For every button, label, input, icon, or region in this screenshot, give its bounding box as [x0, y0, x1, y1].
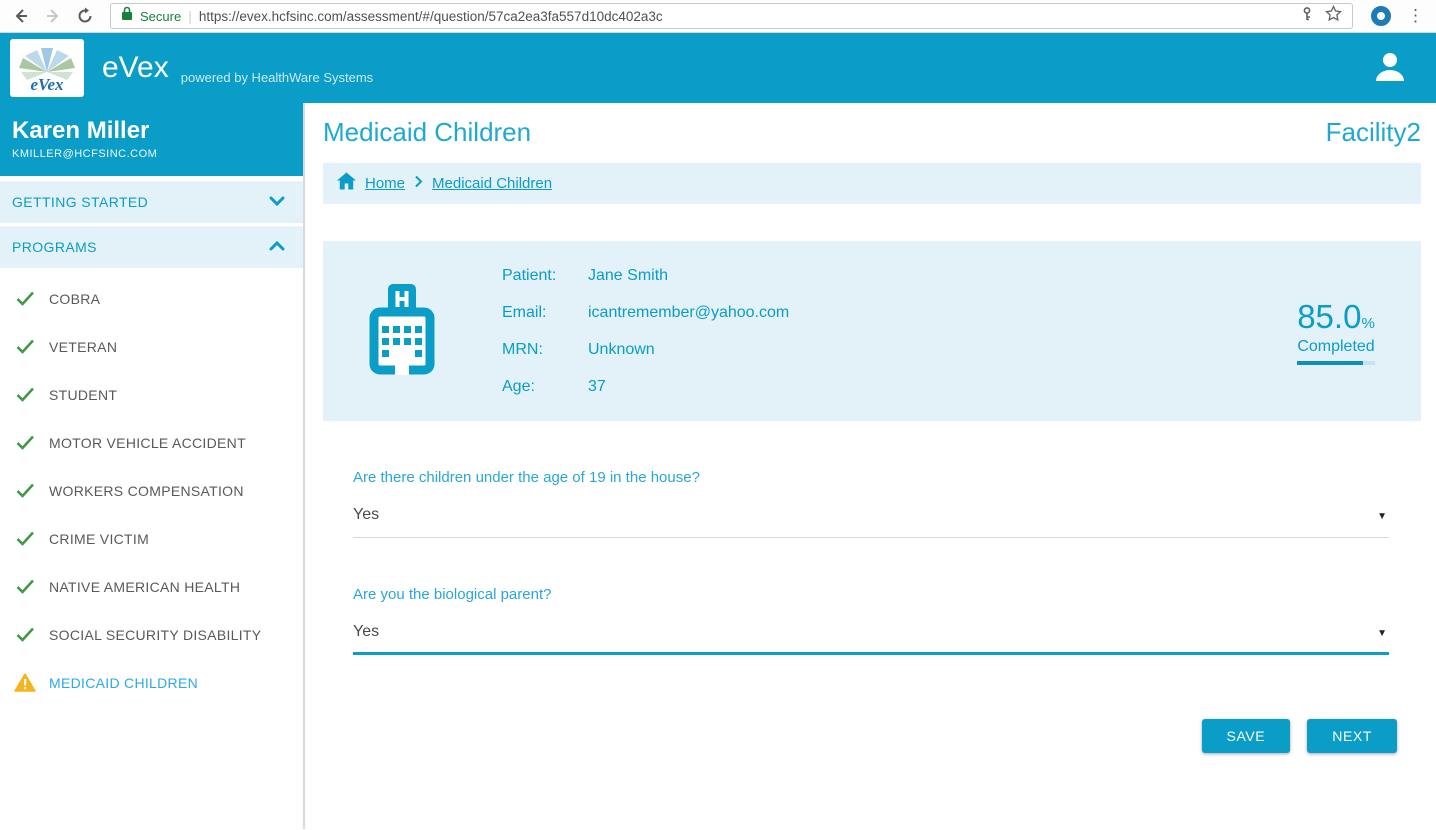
question-biological-parent: Are you the biological parent? Yes ▼ [353, 586, 1389, 655]
extension-icon[interactable] [1371, 6, 1391, 26]
checkmark-icon [13, 339, 37, 354]
account-person-icon[interactable] [1372, 49, 1408, 88]
app-name: eVex [102, 51, 169, 84]
patient-row: Patient: Jane Smith [502, 257, 789, 294]
sidebar-item-social-security-disability[interactable]: SOCIAL SECURITY DISABILITY [0, 611, 303, 659]
secure-label: Secure [140, 8, 182, 24]
program-list: COBRA VETERAN STUDENT MOTOR VEHICLE ACCI… [0, 271, 303, 707]
section-label: GETTING STARTED [12, 194, 149, 211]
sidebar-item-native-american-health[interactable]: NATIVE AMERICAN HEALTH [0, 563, 303, 611]
powered-by-text: powered by HealthWare Systems [180, 69, 374, 85]
checkmark-icon [13, 435, 37, 450]
breadcrumb: Home Medicaid Children [323, 163, 1421, 204]
patient-email-value: icantremember@yahoo.com [588, 304, 790, 321]
next-button[interactable]: NEXT [1307, 719, 1397, 753]
question-label: Are there children under the age of 19 i… [353, 469, 700, 486]
sidebar-section-getting-started[interactable]: GETTING STARTED [0, 180, 303, 223]
question-form: Are there children under the age of 19 i… [353, 421, 1389, 655]
logo-starburst-icon [19, 48, 75, 80]
main-content: Medicaid Children Facility2 Home Medicai… [305, 103, 1436, 829]
breadcrumb-current-link[interactable]: Medicaid Children [432, 175, 553, 192]
key-icon[interactable] [1299, 6, 1315, 27]
patient-mrn-value: Unknown [588, 341, 655, 358]
dropdown-arrow-icon: ▼ [1377, 511, 1387, 522]
hospital-icon [365, 282, 439, 381]
question-children-under-19: Are there children under the age of 19 i… [353, 469, 1389, 538]
patient-info: Patient: Jane Smith Email: icantremember… [502, 257, 789, 405]
omnibox-divider: | [188, 8, 192, 24]
checkmark-icon [13, 627, 37, 642]
completion-progress: 85.0% Completed [1297, 298, 1375, 365]
breadcrumb-home-link[interactable]: Home [365, 175, 406, 192]
checkmark-icon [13, 579, 37, 594]
browser-chrome: Secure | https://evex.hcfsinc.com/assess… [0, 0, 1436, 33]
checkmark-icon [13, 291, 37, 306]
back-icon[interactable] [8, 3, 34, 29]
question-label: Are you the biological parent? [353, 586, 552, 603]
facility-label: Facility2 [1325, 117, 1421, 147]
progress-label: Completed [1297, 337, 1375, 355]
patient-row: Email: icantremember@yahoo.com [502, 294, 789, 331]
checkmark-icon [13, 387, 37, 402]
logo-text: eVex [30, 75, 64, 94]
chevron-up-icon [269, 238, 285, 256]
app-header: eVex eVex powered by HealthWare Systems [0, 33, 1436, 103]
sidebar-item-medicaid-children[interactable]: MEDICAID CHILDREN [0, 659, 303, 707]
patient-row: Age: 37 [502, 368, 789, 405]
forward-icon[interactable] [40, 3, 66, 29]
answer-select-biological-parent[interactable]: Yes ▼ [353, 623, 1389, 655]
bookmark-star-icon[interactable] [1325, 4, 1342, 27]
save-button[interactable]: SAVE [1201, 719, 1291, 753]
warning-triangle-icon [13, 673, 37, 692]
sidebar-item-veteran[interactable]: VETERAN [0, 323, 303, 371]
patient-row: MRN: Unknown [502, 331, 789, 368]
progress-bar [1297, 360, 1375, 365]
checkmark-icon [13, 483, 37, 498]
reload-icon[interactable] [72, 3, 98, 29]
answer-select-children-under-19[interactable]: Yes ▼ [353, 506, 1389, 538]
user-name: Karen Miller [12, 117, 150, 144]
patient-summary-card: Patient: Jane Smith Email: icantremember… [323, 241, 1421, 421]
address-bar[interactable]: Secure | https://evex.hcfsinc.com/assess… [110, 3, 1353, 29]
user-email: KMILLER@HCFSINC.COM [12, 147, 158, 160]
sidebar-item-student[interactable]: STUDENT [0, 371, 303, 419]
sidebar-item-workers-compensation[interactable]: WORKERS COMPENSATION [0, 467, 303, 515]
patient-name-value: Jane Smith [588, 267, 669, 284]
patient-age-value: 37 [588, 378, 606, 395]
user-block: Karen Miller KMILLER@HCFSINC.COM [0, 103, 303, 176]
browser-menu-icon[interactable]: ⋮ [1407, 6, 1424, 25]
sidebar-item-motor-vehicle-accident[interactable]: MOTOR VEHICLE ACCIDENT [0, 419, 303, 467]
evex-logo: eVex [10, 39, 84, 97]
home-icon[interactable] [337, 172, 356, 195]
page-title: Medicaid Children [323, 117, 532, 147]
url-text[interactable]: https://evex.hcfsinc.com/assessment/#/qu… [198, 8, 663, 24]
checkmark-icon [13, 531, 37, 546]
progress-percent: 85.0 [1297, 297, 1362, 335]
breadcrumb-chevron-icon [414, 175, 423, 193]
sidebar-item-crime-victim[interactable]: CRIME VICTIM [0, 515, 303, 563]
progress-unit: % [1361, 314, 1375, 332]
sidebar-section-programs[interactable]: PROGRAMS [0, 225, 303, 268]
sidebar-item-cobra[interactable]: COBRA [0, 275, 303, 323]
lock-icon [121, 6, 133, 26]
section-label: PROGRAMS [12, 239, 97, 256]
sidebar: Karen Miller KMILLER@HCFSINC.COM GETTING… [0, 103, 305, 829]
chevron-down-icon [269, 193, 285, 211]
dropdown-arrow-icon: ▼ [1377, 628, 1387, 639]
form-actions: SAVE NEXT [323, 719, 1421, 753]
